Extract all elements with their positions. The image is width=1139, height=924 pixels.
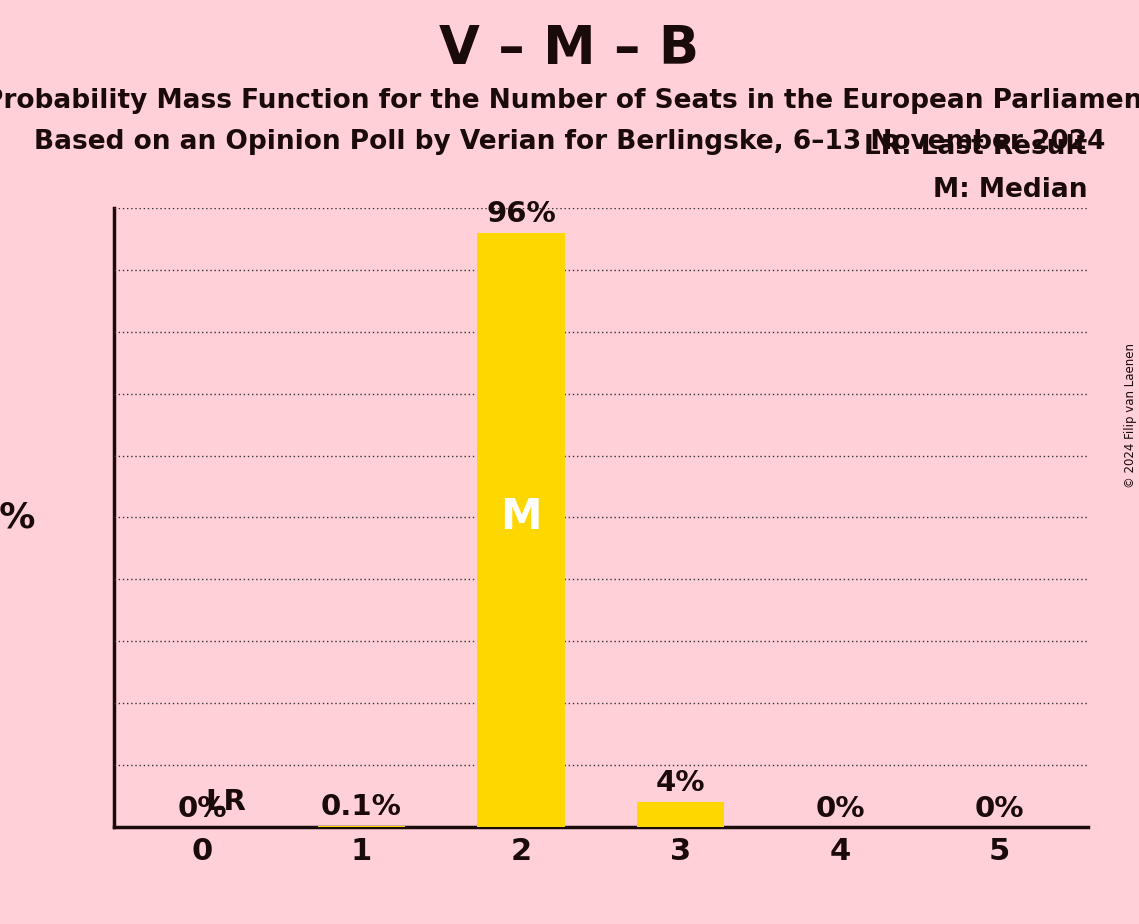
Text: V – M – B: V – M – B — [440, 23, 699, 75]
Text: Probability Mass Function for the Number of Seats in the European Parliament: Probability Mass Function for the Number… — [0, 88, 1139, 114]
Text: © 2024 Filip van Laenen: © 2024 Filip van Laenen — [1124, 344, 1137, 488]
Text: 4%: 4% — [656, 770, 705, 797]
Text: M: M — [500, 496, 542, 539]
Bar — [477, 233, 565, 827]
Text: Based on an Opinion Poll by Verian for Berlingske, 6–13 November 2024: Based on an Opinion Poll by Verian for B… — [34, 129, 1105, 155]
Text: 0%: 0% — [816, 796, 865, 823]
Text: LR: Last Result: LR: Last Result — [865, 134, 1088, 160]
Text: 50%: 50% — [0, 501, 36, 534]
Text: LR: LR — [205, 788, 246, 816]
Text: 0%: 0% — [178, 796, 227, 823]
Text: 0.1%: 0.1% — [321, 794, 402, 821]
Bar — [637, 802, 724, 827]
Text: M: Median: M: Median — [933, 176, 1088, 203]
Text: 0%: 0% — [975, 796, 1024, 823]
Text: 96%: 96% — [486, 200, 556, 227]
